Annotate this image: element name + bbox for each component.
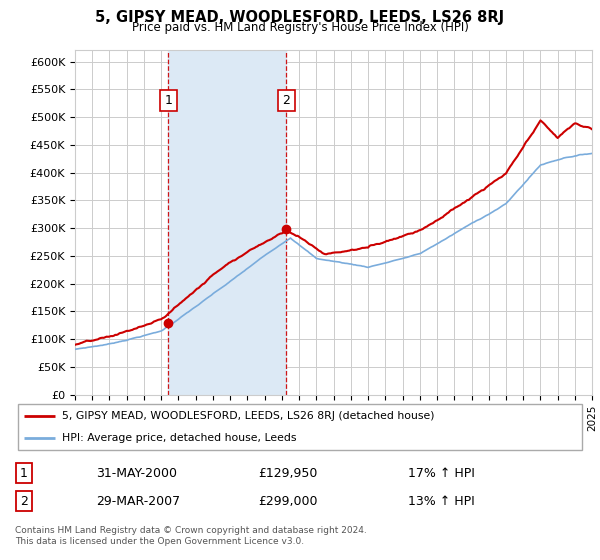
Text: 5, GIPSY MEAD, WOODLESFORD, LEEDS, LS26 8RJ: 5, GIPSY MEAD, WOODLESFORD, LEEDS, LS26 … [95, 10, 505, 25]
Text: 1: 1 [164, 94, 172, 107]
Text: 2: 2 [20, 494, 28, 508]
Text: 5, GIPSY MEAD, WOODLESFORD, LEEDS, LS26 8RJ (detached house): 5, GIPSY MEAD, WOODLESFORD, LEEDS, LS26 … [62, 411, 434, 421]
Text: Price paid vs. HM Land Registry's House Price Index (HPI): Price paid vs. HM Land Registry's House … [131, 21, 469, 34]
Text: Contains HM Land Registry data © Crown copyright and database right 2024.
This d: Contains HM Land Registry data © Crown c… [15, 526, 367, 546]
Text: £299,000: £299,000 [258, 494, 317, 508]
Text: 13% ↑ HPI: 13% ↑ HPI [408, 494, 475, 508]
Text: 31-MAY-2000: 31-MAY-2000 [96, 466, 177, 480]
FancyBboxPatch shape [18, 404, 582, 450]
Text: 29-MAR-2007: 29-MAR-2007 [96, 494, 180, 508]
Text: HPI: Average price, detached house, Leeds: HPI: Average price, detached house, Leed… [62, 433, 296, 443]
Text: 2: 2 [282, 94, 290, 107]
Text: 17% ↑ HPI: 17% ↑ HPI [408, 466, 475, 480]
Text: £129,950: £129,950 [258, 466, 317, 480]
Text: 1: 1 [20, 466, 28, 480]
Bar [169, 50, 286, 395]
